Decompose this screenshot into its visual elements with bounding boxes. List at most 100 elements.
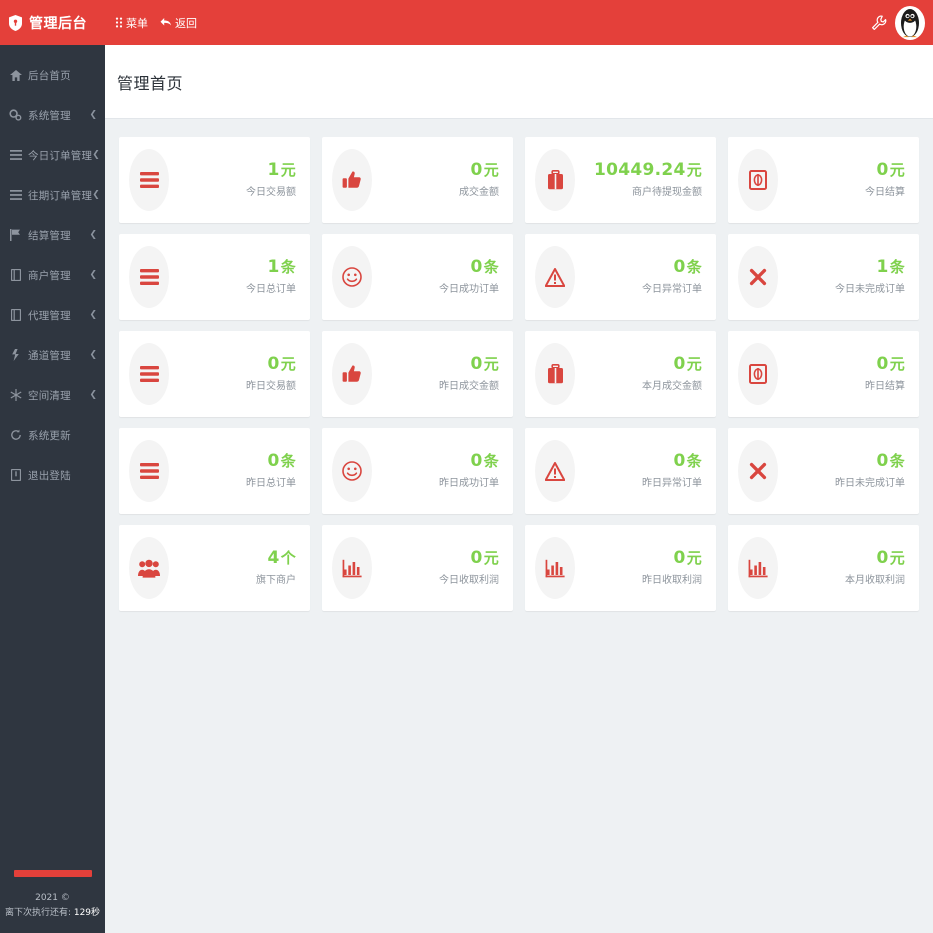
sidebar-item-past-orders-label: 往期订单管理 xyxy=(28,189,93,202)
stat-card-body: 0条 今日异常订单 xyxy=(642,259,702,295)
stat-card-icon-wrap xyxy=(332,440,372,502)
stat-card[interactable]: 0条 昨日成功订单 xyxy=(322,428,513,514)
stat-card-cell: 1条 今日未完成订单 xyxy=(722,234,925,331)
stat-card-unit: 条 xyxy=(686,452,702,470)
brand-logo[interactable]: 管理后台 xyxy=(0,0,105,45)
sidebar-item-today-orders-label: 今日订单管理 xyxy=(28,149,93,162)
stat-card[interactable]: 4个旗下商户 xyxy=(119,525,310,611)
stat-card-unit: 元 xyxy=(889,549,905,567)
stat-card[interactable]: 0元 昨日成交金额 xyxy=(322,331,513,417)
sidebar-item-home[interactable]: 后台首页 xyxy=(0,55,105,95)
stat-card-cell: 0元 今日结算 xyxy=(722,137,925,234)
stat-card-value: 0元 xyxy=(877,162,905,179)
stat-card-label: 昨日交易额 xyxy=(246,381,296,392)
stat-card-unit: 条 xyxy=(483,452,499,470)
stat-card[interactable]: 0条 昨日未完成订单 xyxy=(728,428,919,514)
stat-card[interactable]: 0元本月收取利润 xyxy=(728,525,919,611)
stat-card-number: 0 xyxy=(267,354,280,374)
stat-card-number: 0 xyxy=(673,548,686,568)
sidebar-item-logout[interactable]: 退出登陆 xyxy=(0,455,105,495)
stat-card[interactable]: 0元 昨日交易额 xyxy=(119,331,310,417)
stat-card-unit: 元 xyxy=(889,355,905,373)
book-icon xyxy=(9,309,22,321)
stat-card-icon-wrap xyxy=(738,343,778,405)
stat-card-body: 4个旗下商户 xyxy=(256,550,296,586)
stat-card-body: 1条 今日未完成订单 xyxy=(835,259,905,295)
stat-card-icon-wrap xyxy=(738,537,778,599)
stat-card[interactable]: 0元成交金额 xyxy=(322,137,513,223)
stat-card-cell: 0条 昨日总订单 xyxy=(113,428,316,525)
stat-card-unit: 元 xyxy=(280,161,296,179)
list-icon xyxy=(139,172,159,188)
stat-card-label: 本月收取利润 xyxy=(845,575,905,586)
stat-card-value: 10449.24元 xyxy=(594,162,702,179)
stat-card-icon-wrap xyxy=(129,246,169,308)
stat-card-value: 0元 xyxy=(471,356,499,373)
logout-icon xyxy=(9,469,22,481)
sidebar-item-merchant-management[interactable]: 商户管理 ❮ xyxy=(0,255,105,295)
stat-card[interactable]: 1元 今日交易额 xyxy=(119,137,310,223)
stat-card[interactable]: 0条 昨日总订单 xyxy=(119,428,310,514)
sidebar-item-agent-management[interactable]: 代理管理 ❮ xyxy=(0,295,105,335)
stat-card[interactable]: 0元 本月成交金额 xyxy=(525,331,716,417)
avatar[interactable] xyxy=(895,5,925,40)
stat-card-value: 0元 xyxy=(471,162,499,179)
chevron-left-icon: ❮ xyxy=(89,269,97,280)
stat-card-cell: 0条 昨日未完成订单 xyxy=(722,428,925,525)
stat-card[interactable]: 10449.24元 商户待提现金额 xyxy=(525,137,716,223)
menu-toggle-button[interactable]: 菜单 xyxy=(115,15,148,31)
wrench-icon[interactable] xyxy=(871,15,887,31)
stat-card[interactable]: 0条 昨日异常订单 xyxy=(525,428,716,514)
stat-card[interactable]: 1条 今日总订单 xyxy=(119,234,310,320)
book-icon xyxy=(9,269,22,281)
stat-card-number: 0 xyxy=(673,257,686,277)
stat-card[interactable]: 0元 昨日结算 xyxy=(728,331,919,417)
stat-card-cell: 0条 昨日异常订单 xyxy=(519,428,722,525)
stat-card-number: 0 xyxy=(673,354,686,374)
sidebar-footer: 2021 © 离下次执行还有: 129秒 xyxy=(0,870,105,933)
users-icon xyxy=(138,559,160,578)
sidebar-item-system-update[interactable]: 系统更新 xyxy=(0,415,105,455)
stat-card-number: 0 xyxy=(876,548,889,568)
stat-card-unit: 元 xyxy=(686,161,702,179)
stat-card-label: 今日成功订单 xyxy=(439,284,499,295)
stat-card-body: 10449.24元 商户待提现金额 xyxy=(594,162,702,198)
stat-card-cell: 0元成交金额 xyxy=(316,137,519,234)
stat-card-label: 昨日未完成订单 xyxy=(835,478,905,489)
stat-card-icon-wrap xyxy=(535,246,575,308)
stat-card-icon-wrap xyxy=(129,149,169,211)
stat-card[interactable]: 0条 今日成功订单 xyxy=(322,234,513,320)
stat-card-label: 旗下商户 xyxy=(256,575,296,586)
chevron-left-icon: ❮ xyxy=(89,309,97,320)
stat-card-label: 本月成交金额 xyxy=(642,381,702,392)
stat-card-unit: 条 xyxy=(483,258,499,276)
sidebar-item-system-management[interactable]: 系统管理 ❮ xyxy=(0,95,105,135)
back-button[interactable]: 返回 xyxy=(160,15,197,31)
menu-toggle-label: 菜单 xyxy=(126,16,148,30)
stat-card[interactable]: 0元 今日收取利润 xyxy=(322,525,513,611)
stat-card-label: 成交金额 xyxy=(459,187,499,198)
chevron-left-icon: ❮ xyxy=(92,149,100,160)
sidebar-item-today-orders[interactable]: 今日订单管理 ❮ xyxy=(0,135,105,175)
sidebar-item-space-cleanup-label: 空间清理 xyxy=(28,389,71,402)
stat-card-value: 4个 xyxy=(268,550,296,567)
stat-card-body: 1元 今日交易额 xyxy=(246,162,296,198)
sidebar-item-channel-management[interactable]: 通道管理 ❮ xyxy=(0,335,105,375)
stat-card[interactable]: 0元 昨日收取利润 xyxy=(525,525,716,611)
chevron-left-icon: ❮ xyxy=(89,229,97,240)
stat-card-number: 0 xyxy=(470,451,483,471)
sidebar-item-settlement[interactable]: 结算管理 ❮ xyxy=(0,215,105,255)
stat-card-number: 4 xyxy=(267,548,280,568)
stat-card[interactable]: 0条 今日异常订单 xyxy=(525,234,716,320)
briefcase-icon xyxy=(547,170,564,190)
stat-card-body: 0元成交金额 xyxy=(459,162,499,198)
stat-card[interactable]: 0元 今日结算 xyxy=(728,137,919,223)
stat-card-cell: 1元 今日交易额 xyxy=(113,137,316,234)
sidebar-item-home-label: 后台首页 xyxy=(28,69,71,82)
stat-card[interactable]: 1条 今日未完成订单 xyxy=(728,234,919,320)
sidebar-item-space-cleanup[interactable]: 空间清理 ❮ xyxy=(0,375,105,415)
stat-card-icon-wrap xyxy=(738,149,778,211)
flag-icon xyxy=(9,229,22,241)
main-content: 管理首页 1元 今日交易额 0元 成交金额 10449.24元 商户待提现金额 0元 今日结算… xyxy=(105,45,933,933)
sidebar-item-past-orders[interactable]: 往期订单管理 ❮ xyxy=(0,175,105,215)
